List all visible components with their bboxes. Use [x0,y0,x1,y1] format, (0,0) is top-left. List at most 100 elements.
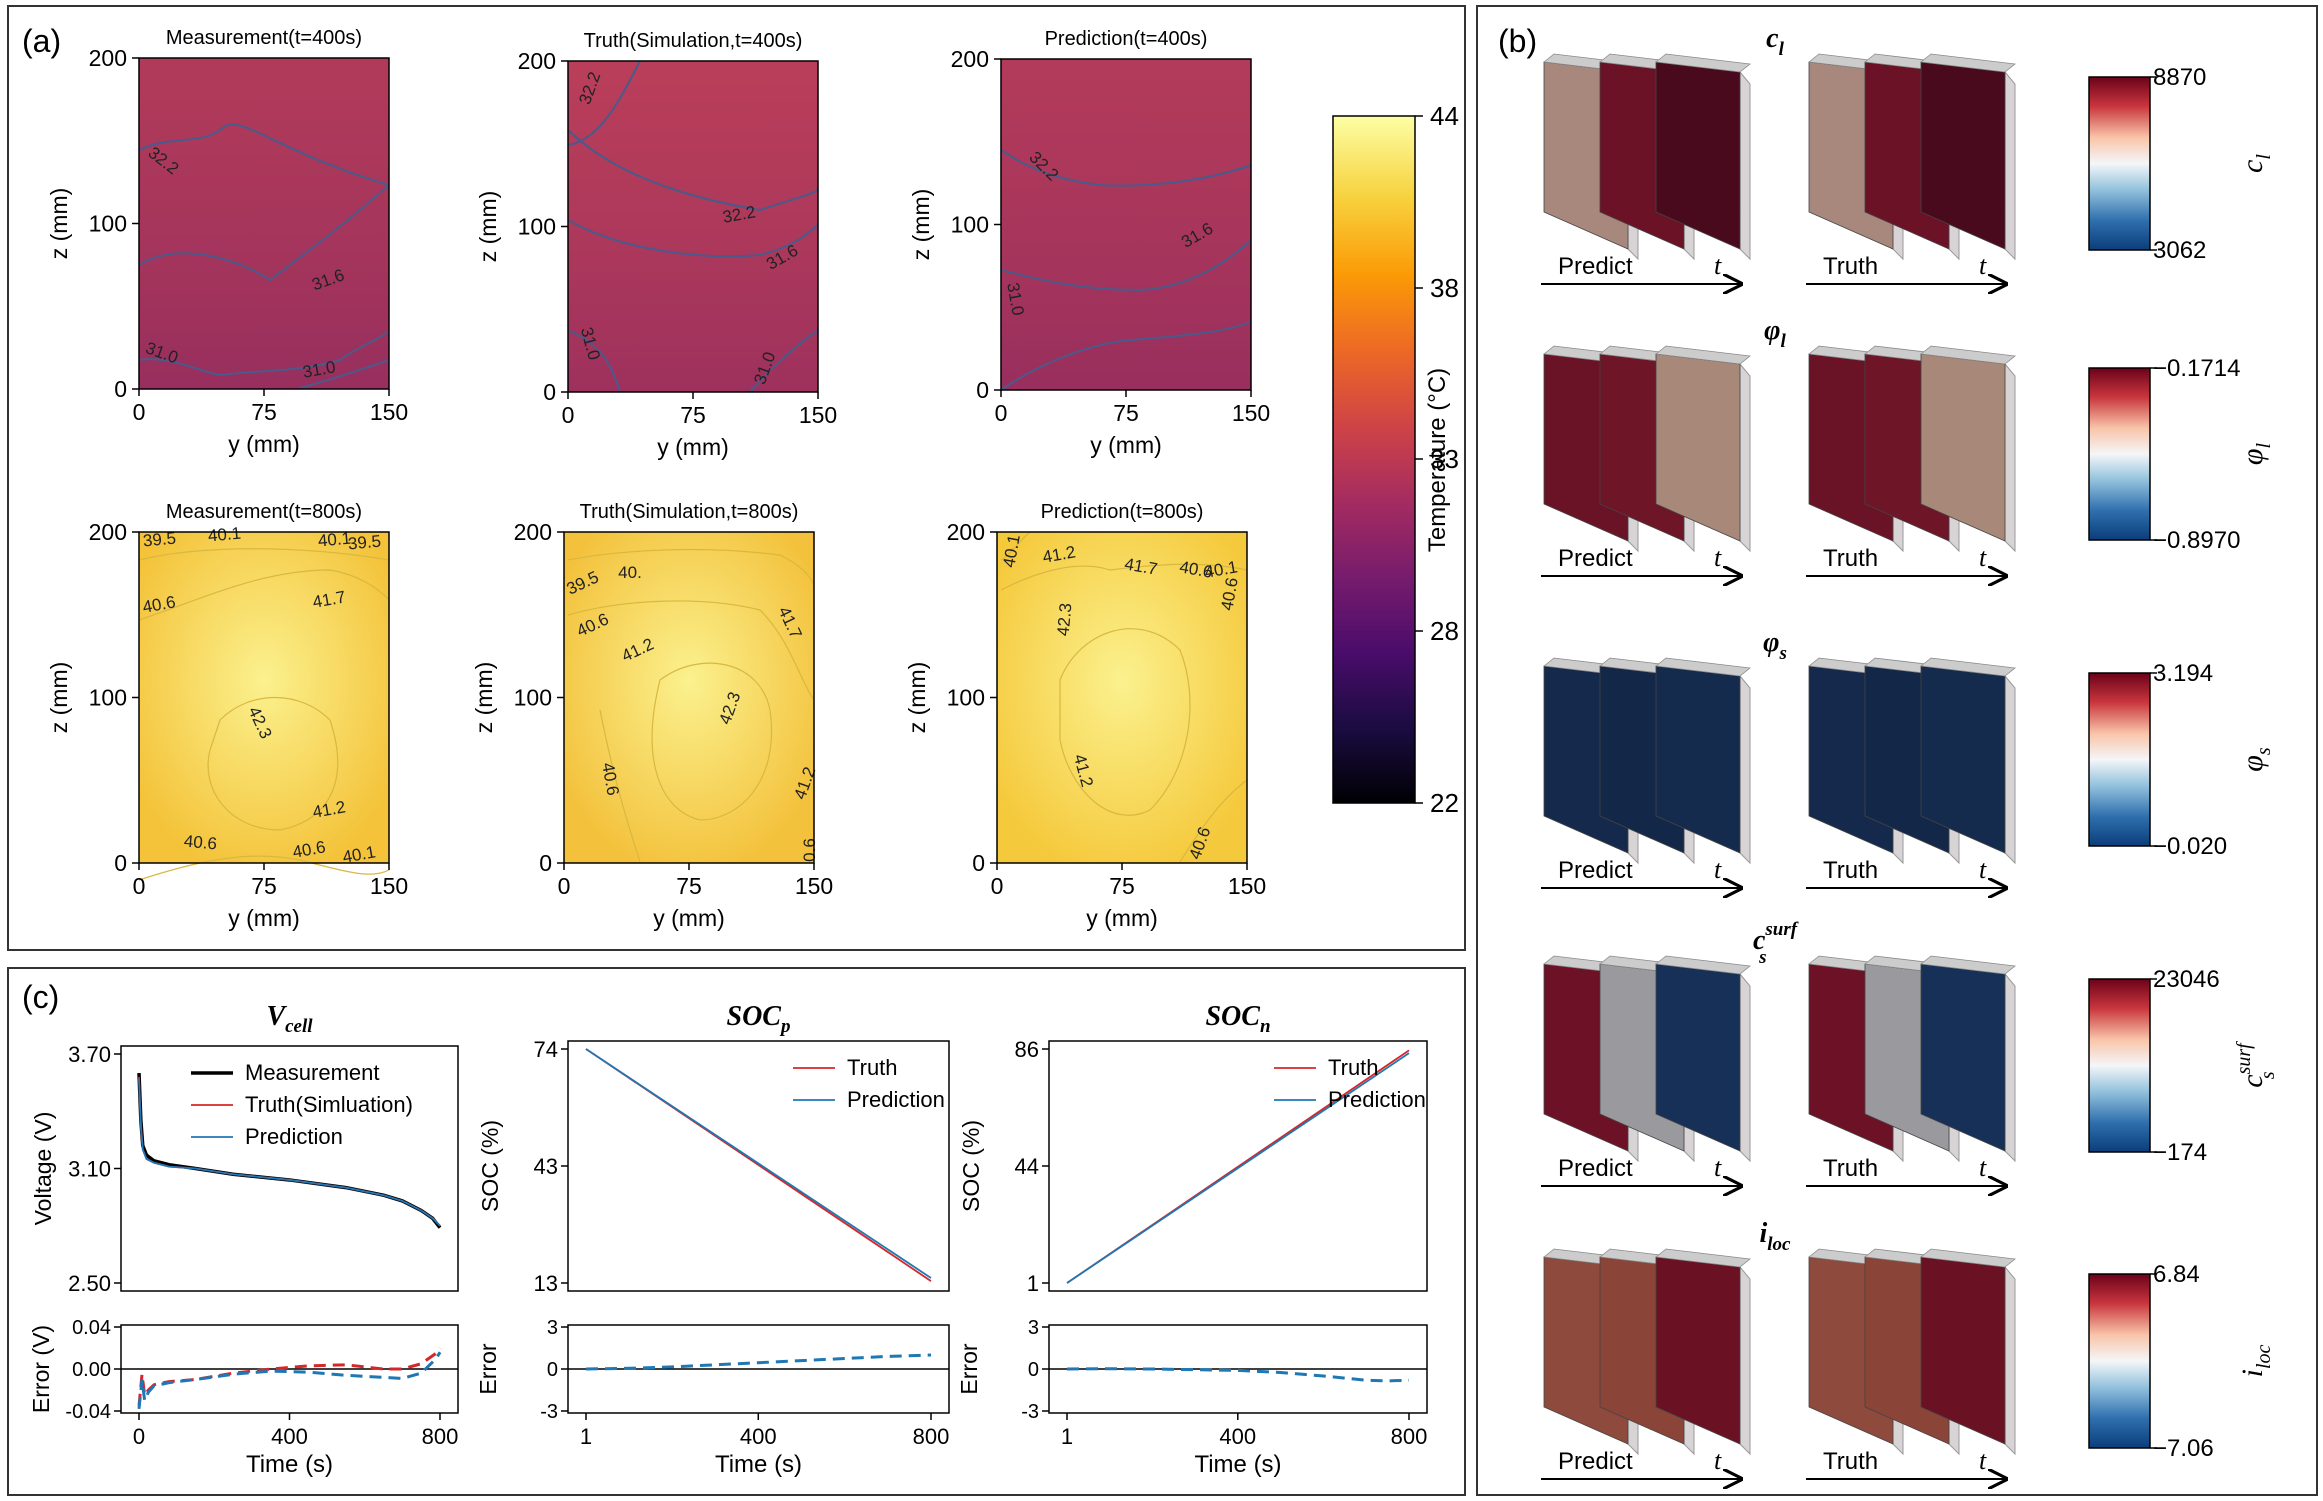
contour-line [1000,149,1252,187]
truth-slabs: Truth t [1806,53,2016,284]
heatmap-hotspot [564,532,814,863]
predict-slabs: Predict t [1541,955,1751,1186]
contour-line [651,662,773,821]
slab-side [2004,972,2016,1163]
x-tick-label: 1 [1061,1424,1073,1449]
x-tick-label: 0 [133,1424,145,1449]
y-axis-label: SOC (%) [958,1120,984,1212]
x-tick-label: 150 [1232,400,1270,426]
contour-label: 40.1 [207,524,242,546]
contour-label: 40.6 [183,832,218,854]
colorbar-max-label: −0.1714 [2153,355,2240,382]
heatmap-shading [139,58,389,389]
colorbar-tick-label: 28 [1430,616,1459,646]
series-line-prediction [138,1078,441,1227]
x-tick-label: 800 [913,1424,950,1449]
colorbar-label: iloc [2236,1344,2275,1377]
contour-line [567,129,819,212]
series-line-prediction [585,1048,932,1279]
x-tick-label: 800 [1391,1424,1428,1449]
error-y-label: Error [475,1343,501,1394]
y-tick-label: 3 [547,1317,558,1339]
heatmap-3: Prediction(t=400s)32.231.631.00 75 1502001… [908,28,1270,458]
x-axis-label: Time (s) [1194,1451,1281,1478]
y-tick-label: 3 [1028,1317,1039,1339]
truth-label: Truth [1823,545,1878,572]
y-tick-label: 0 [539,850,552,876]
y-tick-label: 200 [947,519,985,545]
contour-line [138,329,390,377]
x-axis-label: y (mm) [228,905,300,931]
y-tick-label: 200 [89,519,127,545]
y-tick-label: 0 [543,379,556,405]
y-tick-label: 100 [951,212,989,238]
contour-label: 39.5 [347,532,382,554]
legend-label: Measurement [245,1060,380,1085]
contour-line [567,548,815,586]
y-tick-label: 13 [534,1271,558,1296]
colorbar-min-label: −0.020 [2153,833,2227,860]
line-charts-panel: Vcell 3.70 3.10 2.50 Voltage (V) Measurement T… [28,1001,1428,1478]
slab-top [1920,345,2016,365]
legend-label: Prediction [245,1124,343,1149]
predict-slabs: Predict t [1541,657,1751,888]
colorbar-tick-label: 44 [1430,101,1459,131]
x-tick-label: 150 [799,402,837,428]
x-tick-label: 400 [271,1424,308,1449]
slab-top [1920,1248,2016,1268]
line-chart-2: SOCp 74 43 13 SOC (%) Truth Prediction 3 0 -3 Erro… [475,1001,950,1478]
error-y-label: Error (V) [28,1325,54,1413]
y-axis-label: z (mm) [908,189,934,261]
time-symbol: t [1979,251,1987,280]
x-tick-label: 150 [795,873,833,899]
colorbar-min-label: 3062 [2153,237,2206,264]
contour-line [138,123,390,186]
contour-line [749,329,819,393]
heatmap-title: Truth(Simulation,t=800s) [580,501,799,523]
error-line-truth-simluation- [137,1347,442,1406]
error-line-prediction [1066,1367,1410,1383]
x-axis-label: y (mm) [657,434,729,460]
heatmap-5: Truth(Simulation,t=800s)39.5 40.40.641.24… [471,501,833,931]
field-colorbar [2088,978,2151,1153]
colorbar-tick-label: 22 [1430,788,1459,818]
contour-line [1000,239,1252,292]
x-axis-label: y (mm) [1090,432,1162,458]
legend-label: Prediction [1328,1087,1426,1112]
contour-line [299,359,390,389]
y-axis-label: z (mm) [46,188,72,260]
field-row-2: φl Predict t Truth t −0.1714 −0.8970 φl [1541,315,2275,576]
slab-top [1920,955,2016,975]
chart-title: SOCp [727,1001,791,1037]
colorbar-max-label: 8870 [2153,64,2206,91]
contour-line [599,709,641,863]
y-tick-label: -3 [540,1401,558,1423]
time-symbol: t [1714,251,1722,280]
series-line-prediction [1066,1052,1410,1284]
y-tick-label: 0 [114,850,127,876]
x-tick-label: 75 [251,399,277,425]
x-tick-label: 75 [1109,873,1135,899]
x-tick-label: 75 [680,402,706,428]
contour-label: 40. [618,563,642,582]
field-title: φl [1764,315,1786,352]
heatmap-title: Measurement(t=400s) [166,27,362,49]
time-symbol: t [1714,1446,1722,1475]
heatmap-1: Measurement(t=400s)32.231.631.031.00 75 15… [46,27,408,457]
heatmap-shading [1001,59,1251,390]
truth-slabs: Truth t [1806,657,2016,888]
contour-label: 39.5 [142,529,177,551]
x-tick-label: 150 [1228,873,1266,899]
y-axis-label: z (mm) [475,191,501,263]
slab-top [1655,955,1751,975]
contour-line [138,548,390,561]
time-symbol: t [1714,543,1722,572]
x-tick-label: 0 [133,873,146,899]
contour-label: 40.1 [317,529,352,551]
y-tick-label: -0.04 [65,1401,111,1423]
contour-line [138,184,390,282]
x-tick-label: 150 [370,399,408,425]
y-axis-label: SOC (%) [477,1120,503,1212]
colorbar-max-label: 23046 [2153,966,2220,993]
